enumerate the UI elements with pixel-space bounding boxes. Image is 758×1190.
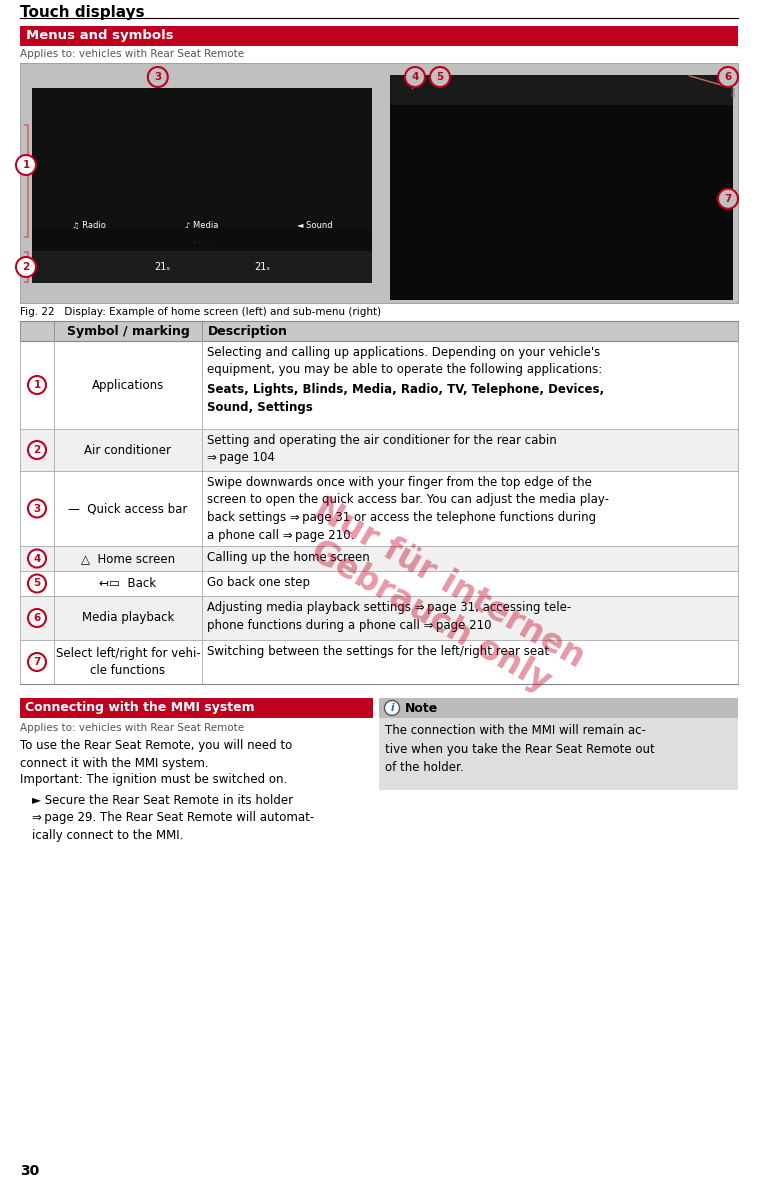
Circle shape [384, 701, 399, 715]
Text: Applies to: vehicles with Rear Seat Remote: Applies to: vehicles with Rear Seat Remo… [20, 49, 244, 60]
Text: 1: 1 [33, 380, 41, 390]
Circle shape [28, 575, 46, 593]
Circle shape [28, 609, 46, 627]
Text: 5: 5 [33, 578, 41, 589]
Text: ♫ Radio: ♫ Radio [72, 221, 106, 231]
Circle shape [16, 257, 36, 277]
Bar [32, 88, 372, 283]
Text: Note: Note [405, 701, 438, 714]
Text: BAH-3145: BAH-3145 [731, 65, 736, 96]
Bar [20, 699, 373, 718]
Text: 6: 6 [33, 613, 41, 624]
Text: 21ₛ: 21ₛ [254, 262, 270, 273]
Text: The connection with the MMI will remain ac-
tive when you take the Rear Seat Rem: The connection with the MMI will remain … [385, 724, 655, 774]
Text: Calling up the home screen: Calling up the home screen [207, 551, 370, 564]
Text: 2: 2 [33, 445, 41, 455]
Text: Fig. 22   Display: Example of home screen (left) and sub-menu (right): Fig. 22 Display: Example of home screen … [20, 307, 381, 317]
Bar [20, 546, 738, 571]
Text: Nur für internen
Gebrauch only: Nur für internen Gebrauch only [290, 493, 590, 707]
Text: ↤▭  Back: ↤▭ Back [99, 577, 157, 590]
Circle shape [28, 500, 46, 518]
Bar [20, 640, 738, 684]
Text: Selecting and calling up applications. Depending on your vehicle's
equipment, yo: Selecting and calling up applications. D… [207, 346, 603, 394]
Circle shape [430, 67, 450, 87]
Text: 7: 7 [725, 194, 731, 203]
Text: To use the Rear Seat Remote, you will need to
connect it with the MMI system.: To use the Rear Seat Remote, you will ne… [20, 739, 293, 770]
Text: △  Home screen: △ Home screen [81, 552, 175, 565]
Text: 6: 6 [725, 73, 731, 82]
Bar [32, 88, 372, 228]
Text: Menus and symbols: Menus and symbols [26, 30, 174, 43]
Bar [32, 251, 372, 283]
Text: 4: 4 [412, 73, 418, 82]
Text: 3: 3 [33, 503, 41, 514]
Text: 21ₛ: 21ₛ [154, 262, 170, 273]
Text: Swipe downwards once with your finger from the top edge of the
screen to open th: Swipe downwards once with your finger fr… [207, 476, 609, 541]
Bar [379, 718, 738, 790]
Text: · · · ·: · · · · [193, 238, 211, 248]
Text: 5: 5 [437, 73, 443, 82]
Bar [20, 430, 738, 471]
Circle shape [28, 653, 46, 671]
Text: 1: 1 [23, 159, 30, 170]
Circle shape [16, 155, 36, 175]
Bar [20, 321, 738, 342]
Circle shape [28, 441, 46, 459]
Text: 4: 4 [33, 553, 41, 564]
Text: Switching between the settings for the left/right rear seat: Switching between the settings for the l… [207, 645, 549, 658]
Text: Media playback: Media playback [82, 612, 174, 625]
Text: ► Secure the Rear Seat Remote in its holder
⇒ page 29. The Rear Seat Remote will: ► Secure the Rear Seat Remote in its hol… [32, 794, 315, 843]
Bar [390, 75, 733, 105]
Text: Setting and operating the air conditioner for the rear cabin
⇒ page 104: Setting and operating the air conditione… [207, 434, 556, 464]
Text: Applications: Applications [92, 378, 164, 392]
Text: Go back one step: Go back one step [207, 576, 310, 589]
Text: 7: 7 [33, 657, 41, 668]
Bar [20, 571, 738, 596]
Circle shape [28, 550, 46, 568]
Text: Symbol / marking: Symbol / marking [67, 325, 190, 338]
Bar [20, 342, 738, 430]
Circle shape [28, 376, 46, 394]
Bar [20, 596, 738, 640]
Circle shape [718, 67, 738, 87]
Text: Applies to: vehicles with Rear Seat Remote: Applies to: vehicles with Rear Seat Remo… [20, 724, 244, 733]
Circle shape [405, 67, 425, 87]
Text: ◄ Sound: ◄ Sound [297, 221, 333, 231]
Text: Connecting with the MMI system: Connecting with the MMI system [25, 701, 255, 714]
Bar [390, 75, 733, 300]
Circle shape [718, 189, 738, 208]
Text: Select left/right for vehi-
cle functions: Select left/right for vehi- cle function… [55, 647, 200, 676]
Bar [20, 26, 738, 46]
Bar [20, 63, 738, 303]
Text: —  Quick access bar: — Quick access bar [68, 502, 188, 515]
Text: Important: The ignition must be switched on.: Important: The ignition must be switched… [20, 774, 287, 787]
Text: 30: 30 [20, 1164, 39, 1178]
Bar [379, 699, 738, 718]
Text: Description: Description [208, 325, 288, 338]
Text: ♪ Media: ♪ Media [185, 221, 219, 231]
Text: i: i [390, 703, 393, 713]
Text: 3: 3 [154, 73, 161, 82]
Bar [20, 471, 738, 546]
Text: Adjusting media playback settings ⇒ page 31, accessing tele-
phone functions dur: Adjusting media playback settings ⇒ page… [207, 601, 572, 632]
Text: Air conditioner: Air conditioner [84, 444, 171, 457]
Circle shape [148, 67, 168, 87]
Text: Touch displays: Touch displays [20, 5, 145, 20]
Text: 2: 2 [23, 262, 30, 273]
Text: Seats, Lights, Blinds, Media, Radio, TV, Telephone, Devices,
Sound, Settings: Seats, Lights, Blinds, Media, Radio, TV,… [207, 383, 604, 414]
